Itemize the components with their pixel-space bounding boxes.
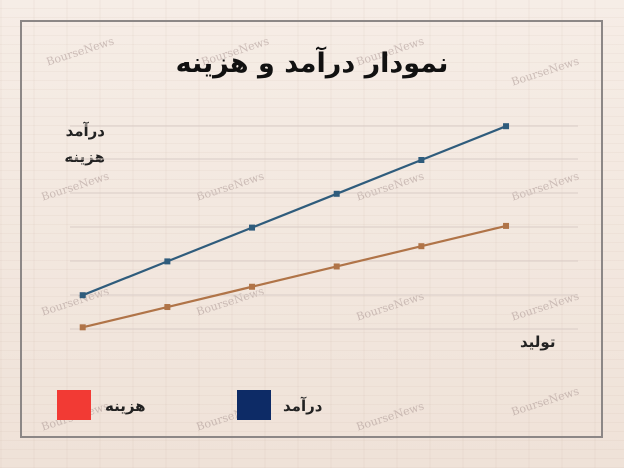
legend-label-revenue: درآمد <box>283 397 323 415</box>
data-point-revenue <box>164 258 171 265</box>
chart-title: نمودار درآمد و هزینه <box>175 48 449 79</box>
series-line-cost <box>82 224 507 329</box>
x-axis-label: تولید <box>520 333 556 351</box>
data-point-cost <box>503 222 510 229</box>
grid-lines <box>70 125 578 330</box>
data-point-revenue <box>79 292 86 299</box>
legend-label-cost: هزینه <box>105 397 146 415</box>
data-point-cost <box>333 263 340 270</box>
data-point-cost <box>249 283 256 290</box>
data-point-revenue <box>249 224 256 231</box>
series-line-revenue <box>82 125 507 297</box>
data-point-revenue <box>333 190 340 197</box>
legend-swatch-cost <box>57 390 91 420</box>
legend-swatch-revenue <box>237 390 271 420</box>
data-point-revenue <box>418 157 425 163</box>
series-group <box>79 123 510 331</box>
data-point-cost <box>164 304 171 311</box>
data-point-cost <box>79 324 86 331</box>
data-point-cost <box>418 243 425 250</box>
data-point-revenue <box>503 123 510 130</box>
chart-frame <box>20 20 603 438</box>
y-axis-label-cost: هزینه <box>64 148 105 166</box>
